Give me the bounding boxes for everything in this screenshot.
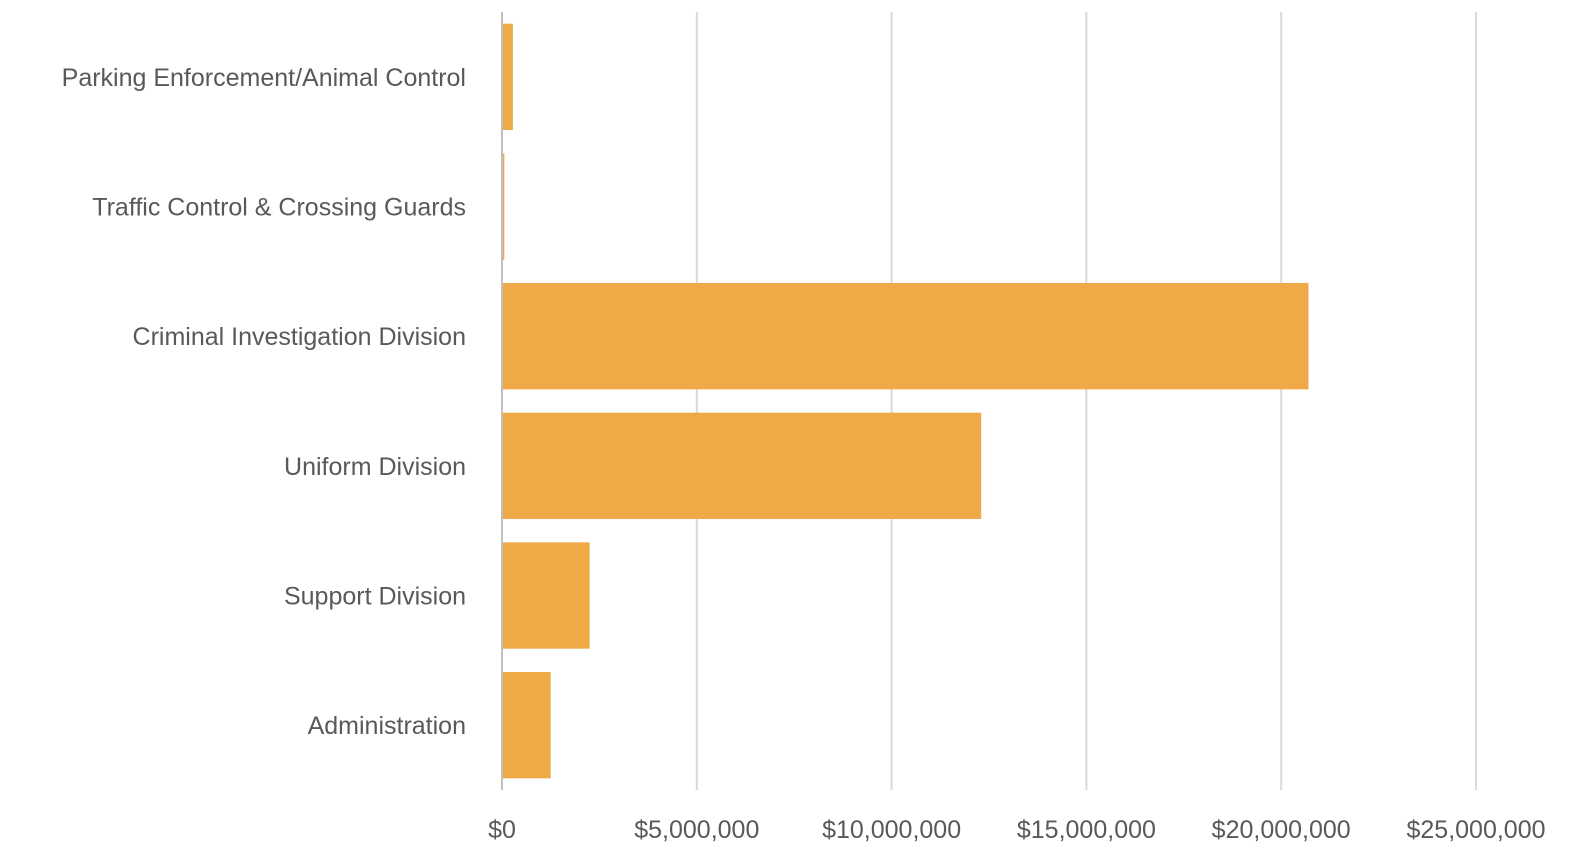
gridlines <box>695 12 1477 790</box>
bar-3 <box>502 412 982 519</box>
bar-5 <box>502 672 551 779</box>
value-axis-labels: $0 $5,000,000 $10,000,000 $15,000,000 $20,00… <box>488 816 1545 844</box>
category-label-3: Uniform Division <box>284 453 466 481</box>
x-tick-label-4: $20,000,000 <box>1212 816 1351 844</box>
x-tick-label-0: $0 <box>488 816 516 844</box>
bar-2 <box>502 283 1309 390</box>
category-label-0: Parking Enforcement/Animal Control <box>62 64 466 92</box>
x-tick-label-3: $15,000,000 <box>1017 816 1156 844</box>
bar-1 <box>502 153 505 260</box>
category-labels: Parking Enforcement/Animal Control Traffi… <box>62 64 466 740</box>
bars <box>502 23 1309 779</box>
category-label-5: Administration <box>308 712 466 740</box>
x-tick-label-5: $25,000,000 <box>1406 816 1545 844</box>
x-tick-label-1: $5,000,000 <box>634 816 759 844</box>
category-label-2: Criminal Investigation Division <box>133 323 466 351</box>
x-tick-label-2: $10,000,000 <box>822 816 961 844</box>
category-label-1: Traffic Control & Crossing Guards <box>92 194 466 222</box>
bar-0 <box>502 23 513 130</box>
bar-4 <box>502 542 590 649</box>
category-label-4: Support Division <box>284 583 466 611</box>
